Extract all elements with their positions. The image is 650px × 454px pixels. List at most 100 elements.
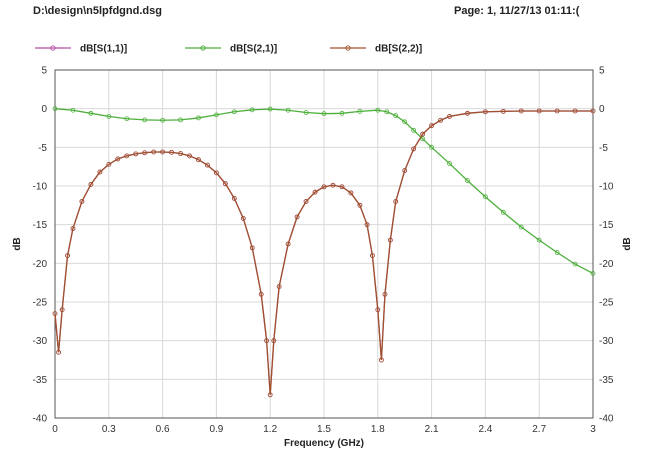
plot-frame — [54, 69, 594, 419]
point-s22-9 — [115, 156, 121, 162]
x-tick-label-8: 2.4 — [478, 424, 492, 435]
point-s22-55 — [518, 108, 524, 114]
point-s21-6 — [160, 117, 166, 123]
point-s21-20 — [393, 113, 399, 119]
point-s22-25 — [258, 291, 264, 297]
y-tick-label-right-3: -10 — [599, 182, 614, 193]
point-s22-5 — [79, 199, 85, 204]
point-s22-50 — [438, 117, 443, 123]
point-s22-22 — [231, 195, 237, 201]
legend-marker-s11 — [50, 45, 56, 51]
point-s22-24 — [249, 245, 255, 251]
point-s21-33 — [590, 270, 596, 276]
point-s22-52 — [465, 110, 470, 116]
x-tick-label-6: 1.8 — [371, 424, 385, 435]
point-s21-30 — [536, 237, 542, 243]
point-s21-32 — [572, 261, 578, 267]
file-path: D:\design\n5lpfdgnd.dsg — [33, 5, 162, 17]
point-s22-49 — [429, 123, 435, 129]
point-s22-15 — [169, 149, 174, 155]
y-axis-label-left: dB — [12, 237, 23, 250]
point-s21-23 — [420, 136, 426, 142]
tick-labels: 0 0.3 0.6 0.9 1.2 1.5 1.8 2.1 2.4 2.7 3 5 5 0 0 -5 -5 -10… — [33, 66, 614, 436]
point-s22-53 — [482, 109, 488, 115]
y-tick-label-left-9: -40 — [33, 414, 48, 425]
point-s21-5 — [142, 117, 148, 123]
point-s22-44 — [387, 237, 393, 243]
point-s21-10 — [231, 109, 237, 115]
point-s22-17 — [187, 153, 192, 159]
point-s22-35 — [330, 182, 336, 188]
y-tick-label-right-8: -35 — [599, 375, 614, 386]
x-tick-label-5: 1.5 — [317, 424, 331, 435]
point-s22-54 — [500, 108, 506, 114]
y-tick-label-left-2: -5 — [38, 143, 47, 154]
x-tick-label-10: 3 — [590, 424, 596, 435]
legend-label-s22: dB[S(2,2)] — [375, 44, 422, 55]
legend-marker-s21 — [200, 45, 206, 51]
y-tick-label-right-2: -5 — [599, 143, 608, 154]
y-axis-label-right: dB — [622, 237, 633, 250]
y-tick-label-right-0: 5 — [599, 66, 605, 77]
point-s21-15 — [321, 111, 327, 117]
point-s22-21 — [222, 181, 228, 187]
point-s22-38 — [357, 202, 363, 208]
y-tick-label-left-1: 0 — [41, 104, 47, 115]
point-s21-2 — [88, 110, 94, 116]
point-s21-4 — [124, 116, 130, 122]
x-tick-label-3: 0.9 — [209, 424, 223, 435]
point-s22-8 — [106, 161, 112, 167]
point-s21-25 — [447, 161, 452, 166]
point-s22-59 — [590, 108, 596, 114]
point-s22-7 — [97, 169, 103, 175]
series-group — [52, 106, 596, 398]
x-tick-label-4: 1.2 — [263, 424, 277, 435]
point-s22-31 — [294, 214, 300, 220]
x-axis-label: Frequency (GHz) — [284, 438, 364, 449]
point-s22-2 — [59, 307, 65, 313]
point-s21-27 — [482, 194, 488, 200]
y-tick-label-left-4: -15 — [33, 220, 48, 231]
point-s22-40 — [370, 253, 375, 259]
point-s21-3 — [106, 114, 112, 119]
point-s22-13 — [151, 149, 157, 155]
point-s22-1 — [56, 349, 61, 355]
point-s21-16 — [339, 110, 345, 116]
point-s22-20 — [213, 170, 219, 176]
y-tick-label-left-3: -10 — [33, 182, 48, 193]
point-s22-29 — [276, 284, 282, 289]
series-s22 — [52, 108, 596, 398]
point-s22-58 — [572, 108, 578, 114]
x-tick-label-0: 0 — [52, 424, 58, 435]
point-s22-19 — [205, 162, 210, 168]
y-tick-label-left-6: -25 — [33, 298, 48, 309]
point-s22-47 — [411, 146, 417, 152]
point-s22-41 — [375, 307, 381, 313]
y-tick-label-left-5: -20 — [33, 259, 48, 270]
legend-label-s21: dB[S(2,1)] — [230, 44, 277, 55]
point-s22-0 — [52, 311, 58, 317]
point-s21-12 — [267, 106, 273, 112]
point-s22-12 — [142, 150, 148, 156]
point-s22-27 — [267, 392, 273, 398]
series-s21 — [52, 106, 596, 276]
point-s21-8 — [196, 115, 201, 121]
point-s21-19 — [384, 109, 390, 115]
point-s21-31 — [554, 250, 560, 255]
point-s22-11 — [133, 151, 139, 157]
point-s22-46 — [402, 168, 408, 173]
point-s21-9 — [213, 112, 219, 118]
point-s21-0 — [52, 106, 58, 112]
point-s22-14 — [160, 149, 166, 155]
point-s22-6 — [88, 182, 94, 187]
point-s22-34 — [321, 184, 327, 190]
point-s21-28 — [500, 209, 506, 215]
point-s22-33 — [312, 189, 318, 195]
point-s22-39 — [364, 222, 370, 228]
x-tick-label-7: 2.1 — [425, 424, 439, 435]
point-s22-3 — [65, 253, 70, 259]
point-s21-7 — [178, 117, 183, 123]
legend-label-s11: dB[S(1,1)] — [80, 44, 127, 55]
point-s22-18 — [196, 157, 201, 163]
point-s22-32 — [303, 199, 309, 204]
